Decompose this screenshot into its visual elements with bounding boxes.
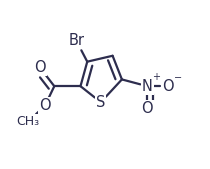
- Text: O: O: [162, 79, 173, 94]
- Text: O: O: [34, 60, 46, 75]
- Text: N: N: [142, 79, 153, 94]
- Text: −: −: [174, 73, 182, 83]
- Text: O: O: [39, 98, 51, 113]
- Text: +: +: [152, 72, 160, 82]
- Text: CH₃: CH₃: [17, 115, 40, 128]
- Text: Br: Br: [68, 33, 84, 48]
- Text: O: O: [142, 101, 153, 116]
- Text: S: S: [96, 95, 105, 110]
